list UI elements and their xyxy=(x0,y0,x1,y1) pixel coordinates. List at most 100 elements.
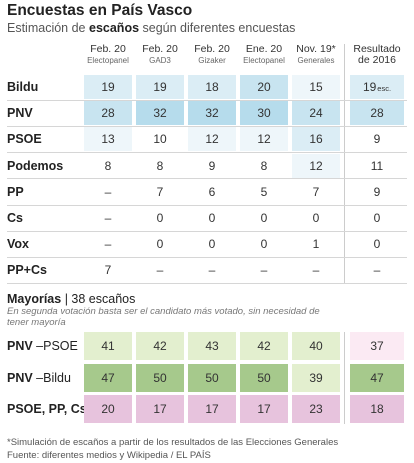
column-date: Nov. 19* xyxy=(296,43,336,55)
result-value: 28 xyxy=(370,106,384,121)
subtitle-post: según diferentes encuestas xyxy=(142,21,296,35)
seat-cell: – xyxy=(84,206,132,230)
seat-cell: 19 xyxy=(136,75,184,99)
seat-cell: 24 xyxy=(292,101,340,126)
result-cell: 0 xyxy=(350,206,404,230)
column-header: Feb. 20 Gizaker xyxy=(188,44,236,66)
majorities-divider xyxy=(344,332,345,424)
seat-cell: 8 xyxy=(136,153,184,178)
seat-cell: 0 xyxy=(188,232,236,257)
result-cell: 11 xyxy=(350,153,404,178)
party-label: Bildu xyxy=(7,80,39,94)
seat-cell: 7 xyxy=(136,179,184,204)
seat-cell: 28 xyxy=(84,101,132,126)
party-label: Vox xyxy=(7,237,29,252)
footnote-simulation: *Simulación de escaños a partir de los r… xyxy=(7,437,339,448)
seat-cell: 12 xyxy=(188,127,236,152)
seat-cell: 0 xyxy=(292,206,340,230)
results-divider xyxy=(344,44,345,284)
seat-cell: 5 xyxy=(240,179,288,204)
majorities-note: En segunda votación basta ser el candida… xyxy=(7,306,320,328)
result-value: 19 xyxy=(362,80,377,94)
column-date: Feb. 20 xyxy=(142,43,178,55)
majority-result-cell: 47 xyxy=(350,363,404,392)
majority-cell: 39 xyxy=(292,363,340,392)
row-divider xyxy=(7,283,407,285)
majority-label: PNV –Bildu xyxy=(7,371,71,385)
column-header: Nov. 19* Generales xyxy=(292,44,340,66)
majority-label-bold: PSOE, PP, Cs xyxy=(7,402,87,416)
column-date: Feb. 20 xyxy=(90,43,126,55)
majority-label: PSOE, PP, Cs xyxy=(7,402,87,416)
result-value: 0 xyxy=(373,237,381,252)
majority-label: PNV –PSOE xyxy=(7,339,78,353)
majority-cell: 43 xyxy=(188,332,236,360)
seat-cell: 32 xyxy=(136,101,184,126)
seat-cell: – xyxy=(84,179,132,204)
result-unit: esc. xyxy=(377,84,392,93)
result-value: 9 xyxy=(373,184,381,199)
column-source: Generales xyxy=(297,56,335,65)
majority-cell: 40 xyxy=(292,332,340,360)
seat-cell: 19 xyxy=(84,75,132,99)
seat-cell: 16 xyxy=(292,127,340,152)
seat-cell: 15 xyxy=(292,75,340,99)
seat-cell: 20 xyxy=(240,75,288,99)
seat-cell: 12 xyxy=(240,127,288,152)
result-cell: 9 xyxy=(350,127,404,152)
seat-cell: – xyxy=(240,258,288,283)
column-header: Feb. 20 GAD3 xyxy=(136,44,184,66)
column-header: Ene. 20 Electopanel xyxy=(240,44,288,66)
row-divider xyxy=(7,99,407,101)
seat-cell: 10 xyxy=(136,127,184,152)
majority-cell: 47 xyxy=(84,363,132,392)
majority-cell: 23 xyxy=(292,395,340,423)
party-label: PNV xyxy=(7,106,33,121)
column-date: Feb. 20 xyxy=(194,43,230,55)
row-divider xyxy=(7,178,407,180)
result-value: 11 xyxy=(370,158,384,173)
majority-cell: 17 xyxy=(136,395,184,423)
majorities-title-bold: Mayorías xyxy=(7,292,62,306)
majority-cell: 41 xyxy=(84,332,132,360)
seat-cell: 0 xyxy=(240,232,288,257)
seat-cell: – xyxy=(292,258,340,283)
party-label: Podemos xyxy=(7,158,64,173)
majority-label-bold: PNV xyxy=(7,339,33,353)
majority-cell: 50 xyxy=(136,363,184,392)
majority-cell: 17 xyxy=(188,395,236,423)
seat-cell: 0 xyxy=(188,206,236,230)
majority-cell: 17 xyxy=(240,395,288,423)
majority-cell: 50 xyxy=(188,363,236,392)
result-cell: 28 xyxy=(350,101,404,126)
seat-cell: 12 xyxy=(292,153,340,178)
seat-cell: 32 xyxy=(188,101,236,126)
seat-cell: 18 xyxy=(188,75,236,99)
majorities-title: Mayorías | 38 escaños xyxy=(7,292,135,306)
row-divider xyxy=(7,230,407,232)
seat-cell: 7 xyxy=(84,258,132,283)
result-cell: 0 xyxy=(350,232,404,257)
majority-label-bold: PNV xyxy=(7,370,33,385)
party-label: PP xyxy=(7,184,24,199)
seat-cell: – xyxy=(136,258,184,283)
result-header-line: de 2016 xyxy=(358,54,396,66)
result-cell: 19 esc. xyxy=(350,75,404,99)
column-date: Ene. 20 xyxy=(245,43,283,55)
party-label: PP+Cs xyxy=(7,263,47,278)
seat-cell: – xyxy=(84,232,132,257)
majorities-title-rest: | 38 escaños xyxy=(64,292,136,306)
column-header: Feb. 20 Electopanel xyxy=(84,44,132,66)
result-header-line: Resultado xyxy=(353,43,401,55)
result-value: 9 xyxy=(373,132,381,147)
majority-label-rest: –PSOE xyxy=(32,339,78,353)
seat-cell: 9 xyxy=(188,153,236,178)
subtitle-pre: Estimación de xyxy=(7,21,86,35)
majority-cell: 42 xyxy=(136,332,184,360)
column-source: Electopanel xyxy=(87,56,129,65)
result-value: 0 xyxy=(373,211,381,225)
majority-cell: 50 xyxy=(240,363,288,392)
majority-cell: 42 xyxy=(240,332,288,360)
row-divider xyxy=(7,204,407,206)
chart-title: Encuestas en País Vasco xyxy=(7,2,193,19)
